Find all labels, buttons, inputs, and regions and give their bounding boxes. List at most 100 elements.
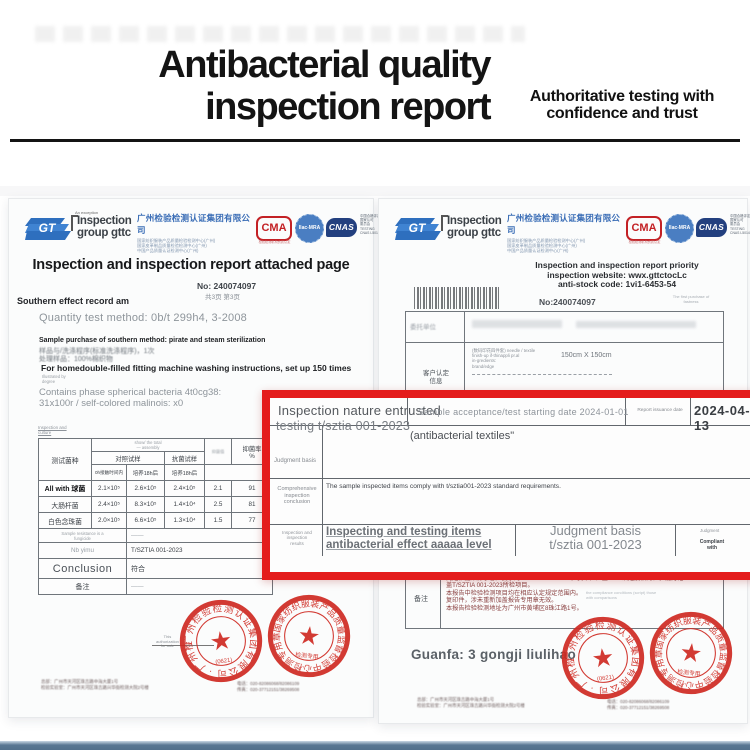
remark-label: 备注: [38, 578, 127, 595]
company-block: 广州检验检测认证集团有限公司 国家纺织服装产品质量检验检测中心(广州) 国家皮革…: [137, 212, 255, 253]
right-doc-footer-left: 总部：广州市天河区珠吉路中海大厦1号 检验实验室：广州市天河区珠吉路兴华街检测大…: [417, 697, 525, 708]
conclusion-value: 符合: [125, 558, 274, 579]
grid-line: [675, 524, 676, 556]
col-header-anti: 抗菌试样: [163, 451, 206, 465]
svg-text:GT: GT: [409, 221, 427, 235]
company-name-cn: 广州检验检测认证集团有限公司: [507, 213, 621, 235]
grid-line: [270, 425, 750, 426]
comprehensive-conclusion-label: Comprehensive inspection conclusion: [277, 486, 317, 506]
sample-dimensions: 150cm X 150cm: [561, 352, 612, 359]
company-subtitles: 国家纺织服装产品质量检验检测中心(广州) 国家皮革制品质量检验检测中心(广州) …: [507, 238, 586, 253]
value-cell: 8.3×10⁵: [126, 496, 165, 513]
left-doc-title: Inspection and inspection report attache…: [32, 257, 350, 273]
wash-instructions-line: For homedouble-filled fitting machine wa…: [41, 363, 352, 373]
row-label: Nb yimu: [38, 542, 127, 559]
brand-name: Inspection group gttc: [77, 215, 132, 239]
remark-value: ——: [125, 578, 274, 595]
highlight-content: Inspection nature entrusted testing t/sz…: [270, 398, 750, 572]
svg-text:★: ★: [296, 621, 321, 651]
value-cell: 2.4×10⁵: [91, 496, 127, 513]
cnas-caption: 中国合格评定 国家认可 委员会 TESTING CNAS L5014: [730, 214, 750, 235]
value-cell: 2.6×10⁵: [126, 480, 165, 497]
remarks-label: 备注: [414, 596, 428, 603]
grid-line: [322, 425, 323, 556]
col-header-species: 测试菌种: [38, 438, 92, 481]
sample-line: Sample purchase of southern method: pira…: [39, 337, 266, 344]
col-sub-2: 培养18h后: [126, 464, 165, 481]
table-row: Nb yimu T/SZTIA 001-2023: [38, 542, 274, 559]
table-row: Conclusion 符合: [38, 558, 274, 579]
company-name-cn: 广州检验检测认证集团有限公司: [137, 213, 251, 235]
form-customer-details: (数码印花四件套) needle / textile finish-up if-…: [472, 348, 536, 369]
inspection-results-label: Inspection and inspection results: [282, 530, 312, 546]
value-cell: 1.5: [204, 512, 233, 529]
svg-text:★: ★: [678, 638, 703, 668]
blurry-line-1: 样品与/洗涤程序(标准洗涤程序)，1次: [39, 348, 155, 355]
page-subtitle: Authoritative testing with confidence an…: [529, 88, 715, 122]
inspection-nature-label: Inspection nature entrusted: [278, 403, 441, 418]
row-value: ——: [125, 528, 274, 543]
cma-logo-caption: 检验检测机构资质认定: [258, 240, 291, 244]
value-cell: 2.5: [204, 496, 233, 513]
page-title-line2: inspection report: [205, 86, 491, 128]
barcode: [414, 287, 500, 309]
species-cell: 白色念珠菌: [38, 512, 92, 529]
cma-logo: CMA: [626, 216, 662, 241]
cnas-caption: 中国合格评定 国家认可 委员会 TESTING CNAS L5014: [360, 214, 381, 235]
bottom-band: [0, 741, 750, 750]
antibacterial-textiles-value: (antibacterial textiles": [410, 430, 515, 442]
value-cell: 1.3×10⁴: [163, 512, 206, 529]
table-row: 备注 ——: [38, 578, 274, 595]
cnas-logo: CNAS: [696, 218, 727, 237]
bacteria-line-2: 31x100r / self-colored malinois: x0: [39, 398, 184, 409]
ilac-mra-logo: Ilac-MRA: [665, 214, 694, 243]
judgment-basis-label: Judgment basis: [274, 458, 317, 464]
cma-logo-caption: 检验检测机构资质认定: [628, 240, 661, 244]
sample-acceptance-date: Sample acceptance/test starting date 202…: [418, 407, 629, 417]
signature-note: This authorization for sale: [156, 634, 179, 649]
page-title: Antibacterial quality inspection report: [70, 44, 491, 128]
table-row: 白色念珠菌 2.0×10⁵ 6.6×10⁵ 1.3×10⁴ 1.5 77: [38, 512, 274, 529]
grid-line: [515, 524, 516, 556]
tiny-note: Illustrated by degree: [42, 374, 66, 384]
value-cell: 2.0×10⁵: [91, 512, 127, 529]
value-cell: 2.1: [204, 480, 233, 497]
right-doc-footer-right: 电话：020-82086068/82086109 传真：020-37712151…: [607, 699, 670, 710]
left-doc-footer-right: 电话：020-82086068/82086109 传真：020-37712151…: [237, 681, 300, 692]
left-report-document: GT An exception Inspection group gttc 广州…: [8, 198, 380, 718]
red-stamp-icon: 广州检验检测认证集团有限公司 · 广州检验检测认证集团 ★ (0621): [174, 594, 265, 685]
guanfa-line: Guanfa: 3 gongji liulihao: [411, 647, 576, 662]
priority-statement: Inspection and inspection report priorit…: [535, 260, 699, 289]
left-report-number: No: 240074097: [197, 281, 257, 291]
inspection-nature-overflow: testing t/sztia 001-2023: [276, 419, 411, 433]
col-header-control: 对照试样: [91, 451, 165, 465]
blurry-line-2: 处理样品：100%棉织物: [39, 356, 113, 363]
right-report-number: No:240074097: [539, 297, 596, 307]
grid-line: [407, 398, 408, 425]
report-issuance-date: 2024-04-13: [694, 403, 750, 433]
svg-text:(0621): (0621): [597, 675, 615, 683]
testing-items-value: Inspecting and testing items antibacteri…: [326, 526, 492, 551]
conclusion-label: Conclusion: [38, 558, 127, 579]
comprehensive-conclusion-value: The sample inspected items comply with t…: [326, 483, 561, 490]
row-value: T/SZTIA 001-2023: [125, 542, 274, 559]
bacteria-line-1: Contains phase spherical bacteria 4t0cg3…: [39, 387, 222, 398]
ilac-mra-logo: Ilac-MRA: [295, 214, 324, 243]
page-title-line1: Antibacterial quality: [158, 44, 491, 86]
remarks-divider: [440, 572, 441, 628]
svg-text:检测专用: 检测专用: [295, 651, 319, 661]
form-label-client: 委托单位: [410, 324, 436, 331]
record-line: Southern effect record am: [17, 296, 130, 306]
method-line: Quantity test method: 0b/t 299h4, 3-2008: [39, 312, 247, 324]
judgment-basis-value: Judgment basis t/sztia 001-2023: [549, 523, 642, 552]
col-sub-3: 培养18h后: [163, 464, 206, 481]
judgment-label: Judgment: [700, 528, 720, 533]
svg-text:GT: GT: [39, 221, 57, 235]
remarks-english-note: the compliance conditions (script) those…: [586, 590, 657, 600]
faint-right-note: The first purchase of fastness: [672, 294, 710, 304]
form-label-customer-info: 客户认定 信息: [423, 370, 449, 385]
judgment-value: Compliant with: [699, 539, 725, 551]
table-top-note: show/ the total — assembly: [90, 438, 206, 452]
grid-line: [270, 524, 750, 525]
